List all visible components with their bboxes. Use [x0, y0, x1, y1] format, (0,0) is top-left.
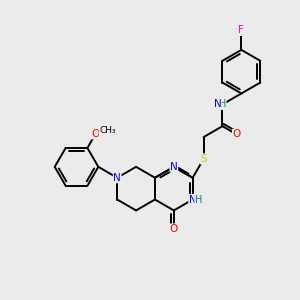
- Text: CH₃: CH₃: [99, 126, 116, 135]
- Text: O: O: [170, 224, 178, 234]
- Text: O: O: [92, 129, 100, 139]
- Text: N: N: [214, 99, 221, 110]
- Text: N: N: [170, 162, 178, 172]
- Text: H: H: [219, 99, 226, 110]
- Text: F: F: [238, 26, 244, 35]
- Text: H: H: [195, 194, 202, 205]
- Text: N: N: [189, 194, 196, 205]
- Text: N: N: [113, 173, 121, 183]
- Text: O: O: [232, 129, 241, 139]
- Text: S: S: [200, 154, 207, 164]
